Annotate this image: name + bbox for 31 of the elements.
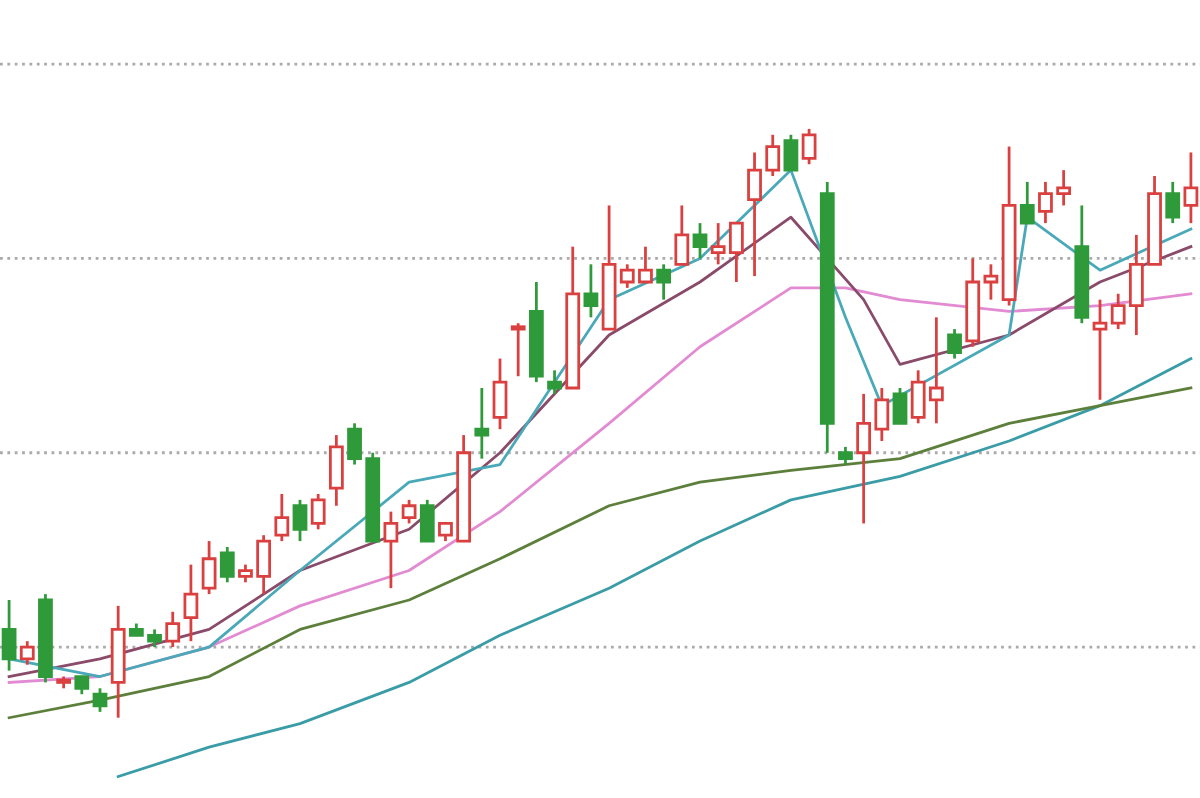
candlestick — [510, 321, 526, 378]
candlestick — [1183, 151, 1199, 225]
candlestick — [656, 262, 672, 302]
candlestick — [1019, 180, 1035, 225]
candlestick — [92, 686, 108, 714]
candlestick — [419, 498, 435, 543]
candlestick — [474, 386, 490, 461]
candlestick — [1165, 180, 1181, 225]
candlestick — [183, 563, 199, 643]
candlestick — [783, 133, 799, 172]
candlestick — [983, 262, 999, 302]
candlestick — [674, 204, 690, 266]
candlestick — [328, 433, 344, 508]
candlestick — [892, 386, 908, 425]
candlestick — [19, 639, 35, 667]
candlestick — [947, 327, 962, 360]
candlestick — [801, 127, 817, 166]
candlestick — [401, 498, 417, 525]
candlestick — [219, 545, 235, 584]
candlestick — [1, 598, 17, 673]
candlestick — [547, 368, 562, 396]
candlestick — [165, 610, 181, 649]
candlestick — [383, 510, 399, 590]
candlestick — [310, 492, 326, 531]
candlestick — [201, 539, 217, 596]
candlestick — [492, 357, 508, 431]
candlestick — [583, 262, 599, 319]
candlestick — [692, 221, 708, 260]
candlestick — [292, 498, 308, 543]
candlestick — [1092, 298, 1108, 402]
candlestick — [274, 492, 290, 543]
